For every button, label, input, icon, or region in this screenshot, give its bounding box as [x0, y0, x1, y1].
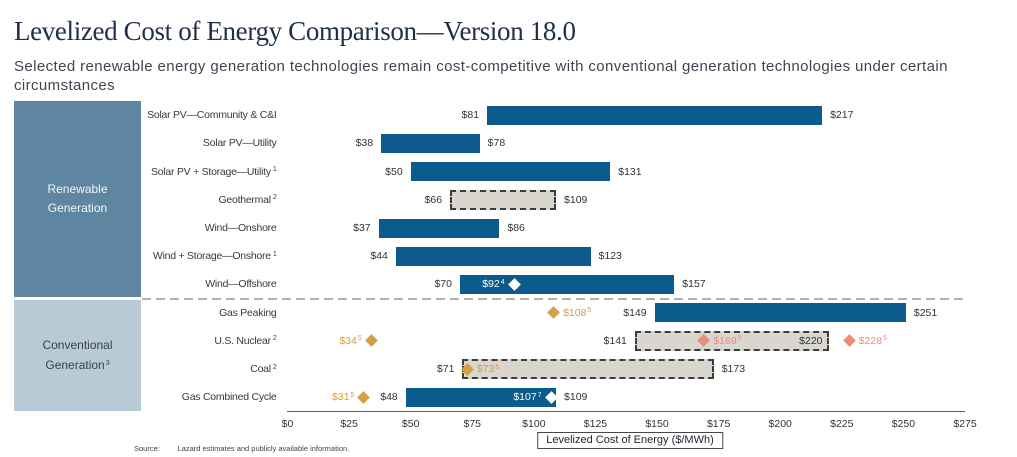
x-axis-tick-label: $0	[281, 417, 294, 430]
low-value-label: $48	[380, 391, 398, 404]
x-axis-title: Levelized Cost of Energy ($/MWh)	[546, 434, 714, 446]
range-bar	[395, 246, 591, 266]
low-value-label: $50	[385, 165, 403, 178]
diamond-marker-icon	[547, 306, 560, 319]
low-value-label: $66	[424, 193, 443, 206]
x-axis-tick-label: $100	[522, 417, 546, 430]
row-label: Gas Peaking	[219, 306, 277, 319]
high-value-label: $86	[507, 222, 525, 234]
low-value-label: $44	[370, 250, 388, 263]
marker-value-label: $1077	[513, 391, 542, 404]
x-axis-tick-label: $75	[463, 417, 482, 430]
category-block-renewable: Renewable Generation	[14, 101, 141, 297]
row-label: Solar PV + Storage—Utility 1	[151, 165, 277, 178]
marker-value-label: $735	[476, 363, 500, 375]
category-label-renewable: Renewable Generation	[47, 181, 108, 216]
x-axis-tick-label: $25	[340, 417, 358, 430]
marker-value-label: $2285	[858, 334, 887, 347]
row-label: Solar PV—Utility	[202, 137, 277, 150]
category-block-conventional: Conventional Generation3	[14, 300, 141, 411]
high-value-label-inside: $220	[799, 334, 823, 347]
low-value-label: $37	[353, 222, 371, 234]
high-value-label: $217	[830, 109, 854, 122]
diamond-marker-icon	[842, 334, 856, 348]
page-subtitle: Selected renewable energy generation tec…	[14, 58, 948, 94]
high-value-label: $157	[682, 278, 706, 291]
marker-value-label: $345	[339, 334, 362, 347]
row-label: Coal 2	[250, 363, 277, 375]
marker-value-label: $315	[331, 391, 355, 404]
source-text: Lazard estimates and publicly available …	[177, 443, 350, 453]
row-label: Wind—Onshore	[204, 222, 277, 234]
row-label: U.S. Nuclear 2	[214, 334, 277, 347]
high-value-label: $131	[618, 165, 642, 178]
low-value-label: $81	[461, 109, 480, 122]
high-value-label: $78	[487, 137, 506, 150]
page-title: Levelized Cost of Energy Comparison—Vers…	[14, 16, 576, 46]
range-bar	[378, 218, 500, 238]
marker-value-label: $1695	[713, 334, 742, 347]
low-value-label: $71	[436, 363, 455, 375]
diamond-marker-icon	[364, 334, 378, 348]
x-axis-tick-label: $225	[830, 417, 854, 430]
range-bar	[654, 303, 906, 323]
low-value-label: $141	[603, 334, 627, 347]
x-axis-tick-label: $50	[401, 417, 420, 430]
high-value-label: $109	[564, 193, 588, 206]
range-bar	[462, 359, 714, 379]
x-axis-tick-label: $150	[645, 417, 669, 430]
range-bar	[410, 162, 611, 182]
section-divider-dashed-line	[142, 297, 963, 300]
low-value-label: $70	[434, 278, 452, 291]
range-bar	[381, 133, 480, 153]
row-label: Solar PV—Community & C&I	[147, 109, 277, 122]
high-value-label: $173	[721, 363, 746, 375]
x-axis-line	[287, 411, 965, 412]
x-axis-tick-label: $275	[953, 417, 977, 430]
source-label: Source:	[134, 443, 160, 453]
row-label: Geothermal 2	[218, 193, 277, 206]
low-value-label: $149	[623, 306, 647, 319]
x-axis-title-box: Levelized Cost of Energy ($/MWh)	[537, 432, 723, 449]
high-value-label: $123	[598, 250, 622, 263]
row-label: Wind + Storage—Onshore 1	[152, 250, 277, 263]
range-bar	[634, 330, 830, 351]
x-axis-tick-label: $175	[706, 417, 731, 430]
low-value-label: $38	[355, 137, 374, 150]
high-value-label: $251	[913, 306, 938, 319]
row-label: Gas Combined Cycle	[181, 391, 277, 404]
high-value-label: $109	[564, 391, 588, 404]
diamond-marker-icon	[357, 390, 371, 404]
marker-value-label: $924	[482, 278, 505, 291]
marker-value-label: $1085	[563, 306, 592, 319]
x-axis-tick-label: $250	[891, 417, 916, 430]
range-bar	[487, 105, 823, 125]
x-axis-tick-label: $125	[583, 417, 608, 430]
category-label-conventional: Conventional Generation3	[42, 338, 113, 372]
x-axis-tick-label: $200	[768, 417, 792, 430]
row-label: Wind—Offshore	[205, 278, 277, 291]
range-bar	[450, 189, 557, 210]
range-bar	[405, 387, 557, 407]
